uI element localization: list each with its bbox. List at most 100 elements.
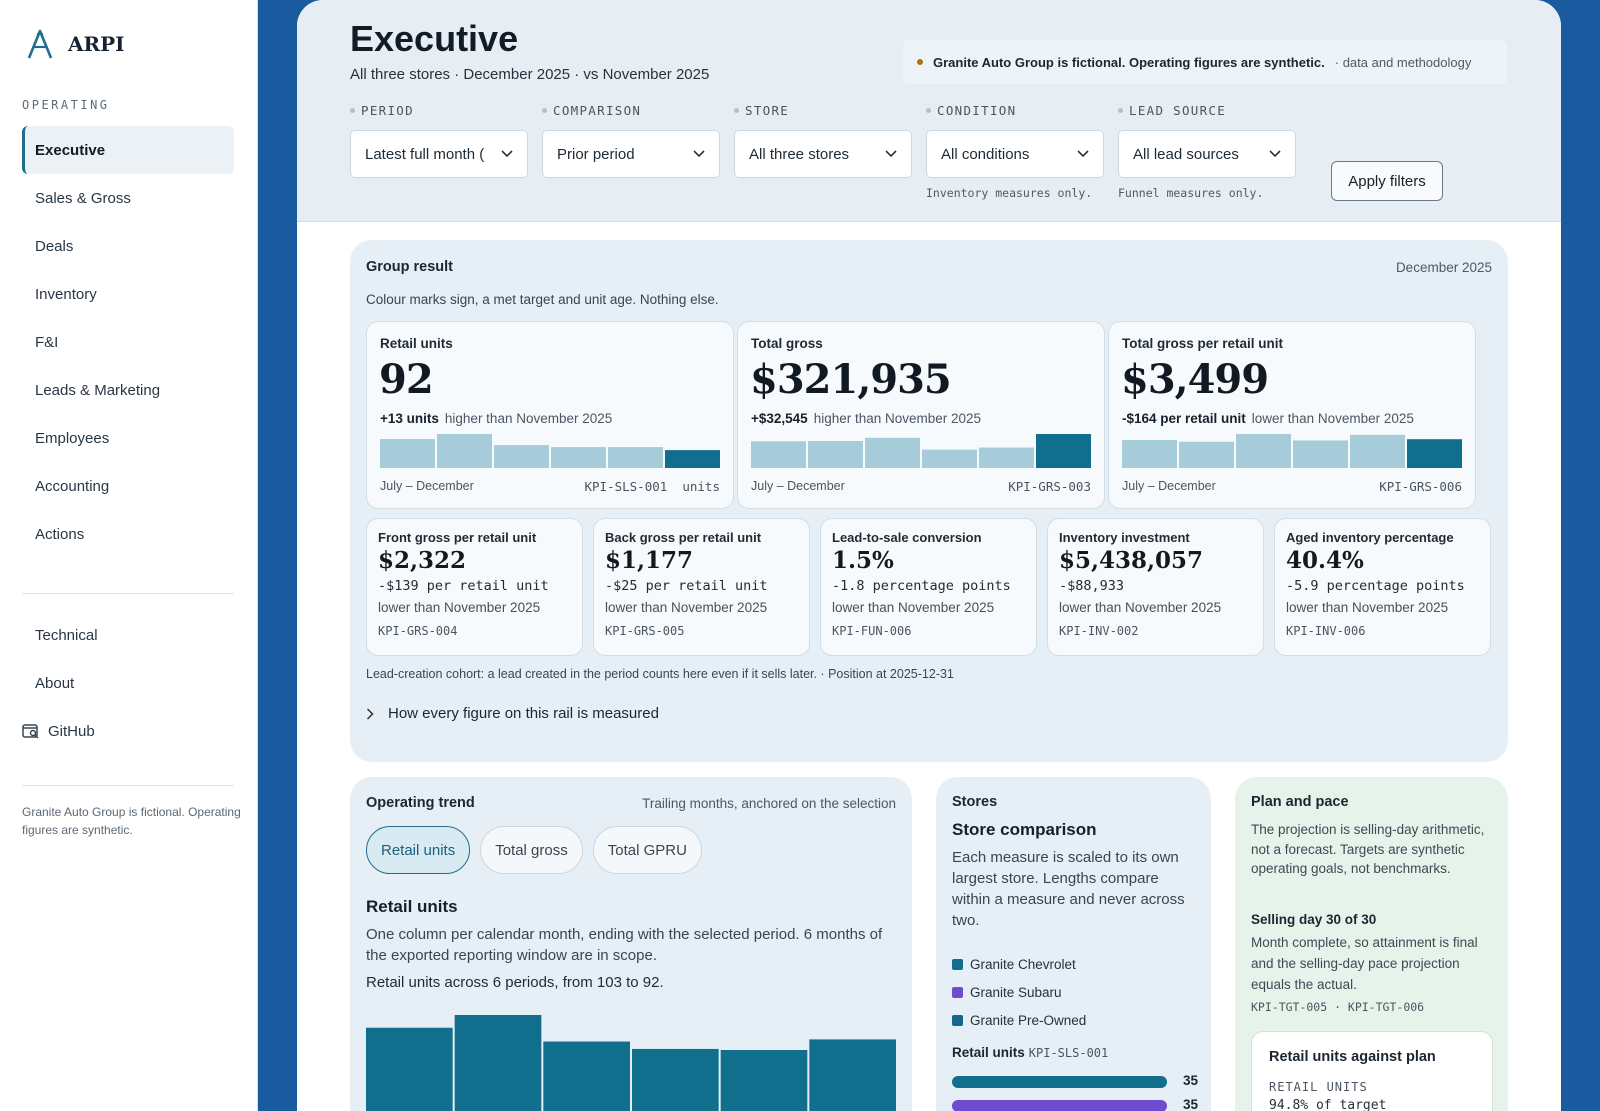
trend-description: One column per calendar month, ending wi… xyxy=(366,926,883,964)
kpi-card-aged-inventory[interactable]: Aged inventory percentage 40.4% -5.9 per… xyxy=(1274,518,1491,656)
sidebar-footer-note: Granite Auto Group is fictional. Operati… xyxy=(22,805,241,837)
kpi-delta: -$25 per retail unit xyxy=(605,578,768,594)
kpi-delta: -$139 per retail unit xyxy=(378,578,549,594)
kpi-card-gross-per-unit[interactable]: Total gross per retail unit $3,499 -$164… xyxy=(1108,321,1476,509)
measurement-disclosure[interactable]: How every figure on this rail is measure… xyxy=(366,705,659,722)
legend-label: Granite Pre-Owned xyxy=(970,1012,1087,1028)
trend-bar[interactable] xyxy=(366,1027,453,1111)
kpi-card-retail-units[interactable]: Retail units 92 +13 units higher than Nov… xyxy=(366,321,734,509)
stores-kicker: Stores xyxy=(952,794,998,810)
sidebar-item-accounting[interactable]: Accounting xyxy=(35,477,110,495)
kpi-card-front-gross[interactable]: Front gross per retail unit $2,322 -$139… xyxy=(366,518,583,656)
select-value: Prior period xyxy=(557,145,635,163)
sparkline-bar xyxy=(665,450,720,468)
trend-bar[interactable] xyxy=(632,1048,719,1111)
tab-total-gpru[interactable]: Total GPRU xyxy=(592,826,702,874)
trend-title: Operating trend xyxy=(366,795,475,811)
filter-label: CONDITION xyxy=(926,102,1104,118)
kpi-delta: -$88,933 xyxy=(1059,578,1125,594)
kpi-delta: +$32,545 higher than November 2025 xyxy=(751,411,981,426)
group-result-subtitle: Colour marks sign, a met target and unit… xyxy=(366,292,719,307)
sidebar-item-label: GitHub xyxy=(48,722,95,740)
kpi-value: 40.4% xyxy=(1286,547,1364,574)
app-name: ARPI xyxy=(68,32,125,56)
kpi-label: Retail units xyxy=(380,336,453,351)
lead-source-select[interactable]: All lead sources xyxy=(1118,130,1296,178)
kpi-card-inventory-investment[interactable]: Inventory investment $5,438,057 -$88,933… xyxy=(1047,518,1264,656)
kpi-delta: +13 units higher than November 2025 xyxy=(380,411,612,426)
store-bar xyxy=(952,1076,1167,1088)
store-comparison-card: Stores Store comparison Each measure is … xyxy=(936,777,1211,1111)
filter-label: COMPARISON xyxy=(542,102,720,118)
trend-note: Trailing months, anchored on the selecti… xyxy=(642,796,896,811)
sidebar-item-fi[interactable]: F&I xyxy=(35,333,59,351)
period-select[interactable]: Latest full month ( xyxy=(350,130,528,178)
kpi-code: KPI-INV-006 xyxy=(1286,624,1366,638)
sparkline-bar xyxy=(494,445,549,468)
sidebar-item-sales-gross[interactable]: Sales & Gross xyxy=(35,189,131,207)
trend-bar[interactable] xyxy=(809,1039,896,1111)
sidebar-item-technical[interactable]: Technical xyxy=(35,626,98,644)
kpi-footer: July – December KPI-SLS-001 units xyxy=(380,479,720,494)
kpi-delta: -5.9 percentage points xyxy=(1286,578,1465,594)
plan-inner-title: Retail units against plan xyxy=(1269,1049,1436,1065)
trend-bar[interactable] xyxy=(454,1015,542,1111)
comparison-select[interactable]: Prior period xyxy=(542,130,720,178)
notice-text: Granite Auto Group is fictional. Operati… xyxy=(933,54,1325,70)
main-panel: Executive All three stores · December 20… xyxy=(297,0,1561,1111)
sidebar-item-employees[interactable]: Employees xyxy=(35,429,110,447)
tab-total-gross[interactable]: Total gross xyxy=(480,826,583,874)
kpi-code-text: KPI-SLS-001 xyxy=(584,479,668,494)
kpi-card-total-gross[interactable]: Total gross $321,935 +$32,545 higher than… xyxy=(737,321,1105,509)
apply-filters-button[interactable]: Apply filters xyxy=(1331,161,1443,201)
primary-nav: Executive Sales & Gross Deals Inventory … xyxy=(22,126,234,558)
store-bar-track xyxy=(952,1100,1167,1111)
sparkline-bar xyxy=(551,447,606,468)
kpi-value: $321,935 xyxy=(750,356,952,403)
kpi-delta-amount: +$32,545 xyxy=(751,411,808,426)
store-measure-label: Retail units KPI-SLS-001 xyxy=(952,1045,1108,1060)
plan-title: Plan and pace xyxy=(1251,794,1349,810)
secondary-nav: Technical About GitHub xyxy=(22,611,234,755)
store-legend: Granite Chevrolet Granite Subaru Granite… xyxy=(952,950,1086,1034)
methodology-link[interactable]: · data and methodology xyxy=(1334,54,1472,70)
kpi-label: Total gross per retail unit xyxy=(1122,336,1284,351)
sparkline-bar xyxy=(608,447,663,468)
app-logo[interactable]: ARPI xyxy=(26,28,125,60)
sidebar-item-inventory[interactable]: Inventory xyxy=(35,285,97,303)
kpi-card-lead-conversion[interactable]: Lead-to-sale conversion 1.5% -1.8 percen… xyxy=(820,518,1037,656)
filter-note: Inventory measures only. xyxy=(926,186,1093,200)
trend-bar[interactable] xyxy=(720,1050,808,1111)
tab-retail-units[interactable]: Retail units xyxy=(366,826,471,874)
kpi-unit: units xyxy=(682,479,720,494)
disclosure-label: How every figure on this rail is measure… xyxy=(388,705,659,722)
kpi-delta-direction: lower than November 2025 xyxy=(1251,411,1414,426)
kpi-range: July – December xyxy=(1122,479,1216,493)
store-bar-row: 35 xyxy=(952,1097,1198,1111)
store-bar-value: 35 xyxy=(1182,1073,1198,1088)
measure-name: Retail units xyxy=(952,1045,1025,1060)
sidebar-item-actions[interactable]: Actions xyxy=(35,525,85,543)
plan-attainment: 94.8% of target xyxy=(1269,1098,1387,1111)
sidebar-item-github[interactable]: GitHub xyxy=(22,707,234,755)
sidebar-item-leads-marketing[interactable]: Leads & Marketing xyxy=(35,381,161,399)
kpi-label: Back gross per retail unit xyxy=(605,530,762,545)
measure-code: KPI-SLS-001 xyxy=(1028,1046,1109,1060)
plan-codes: KPI-TGT-005 · KPI-TGT-006 xyxy=(1251,1000,1425,1014)
kpi-range: July – December xyxy=(751,479,845,493)
condition-select[interactable]: All conditions xyxy=(926,130,1104,178)
sidebar-item-deals[interactable]: Deals xyxy=(35,237,74,255)
chevron-down-icon xyxy=(693,150,705,158)
trend-bar[interactable] xyxy=(543,1041,630,1111)
sidebar-item-about[interactable]: About xyxy=(35,674,75,692)
kpi-delta-direction: lower than November 2025 xyxy=(832,600,995,615)
kpi-sparkline xyxy=(1122,434,1462,468)
kpi-card-back-gross[interactable]: Back gross per retail unit $1,177 -$25 p… xyxy=(593,518,810,656)
cohort-note: Lead-creation cohort: a lead created in … xyxy=(366,667,954,681)
sparkline-bar xyxy=(437,434,492,468)
kpi-footer: July – December KPI-GRS-003 xyxy=(751,479,1091,494)
sidebar-item-executive[interactable]: Executive xyxy=(22,126,234,174)
plan-inner-label: RETAIL UNITS xyxy=(1269,1080,1368,1094)
legend-swatch xyxy=(952,1014,963,1026)
store-select[interactable]: All three stores xyxy=(734,130,912,178)
